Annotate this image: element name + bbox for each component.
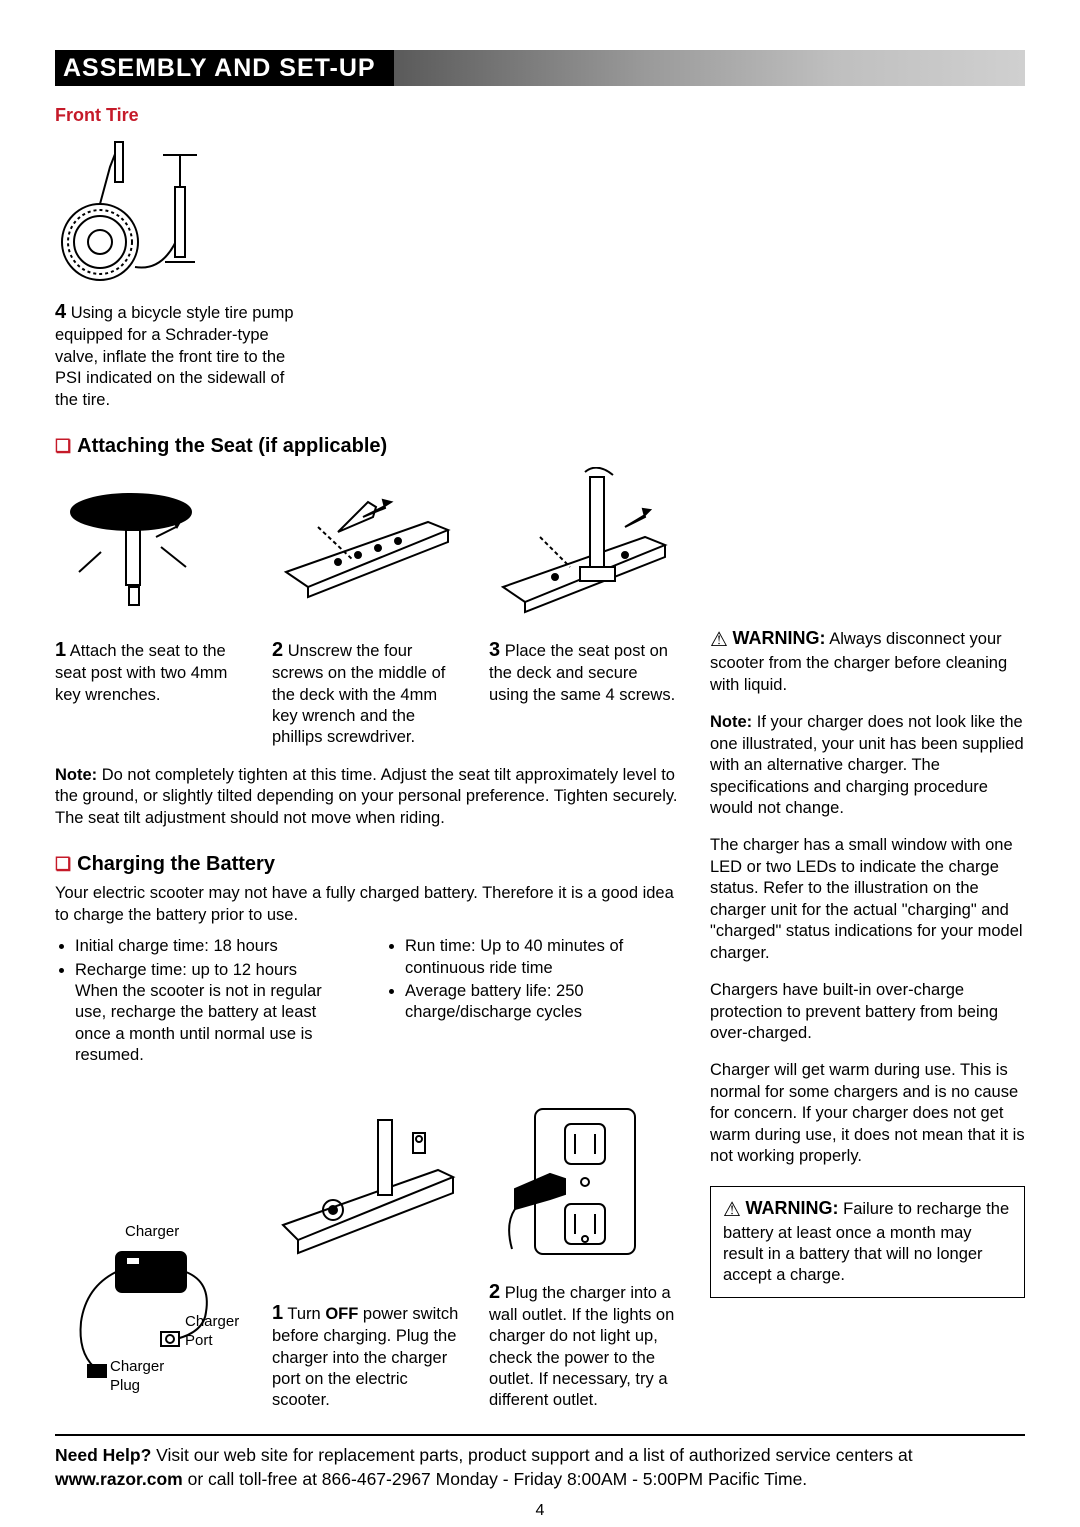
bullets-right: Run time: Up to 40 minutes of continuous…: [385, 936, 680, 1069]
seat-heading: ❏Attaching the Seat (if applicable): [55, 433, 680, 459]
footer-help: Need Help? Visit our web site for replac…: [55, 1444, 1025, 1491]
sidebar-note: Note: If your charger does not look like…: [710, 712, 1025, 819]
charging-steps-row: Charger Charger Port Charger Plug: [55, 1089, 680, 1412]
footer-rule: [55, 1434, 1025, 1436]
tire-pump-illustration: [55, 137, 215, 287]
seat-illustration-2: [272, 467, 463, 627]
bookmark-icon: ❏: [55, 854, 71, 874]
sidebar-p5: Charger will get warm during use. This i…: [710, 1060, 1025, 1167]
seat-illustration-3: [489, 467, 680, 627]
sidebar-column: ⚠ WARNING: Always disconnect your scoote…: [710, 137, 1025, 1412]
charging-heading: ❏Charging the Battery: [55, 851, 680, 877]
page-number: 4: [55, 1501, 1025, 1522]
bullets-left: Initial charge time: 18 hours Recharge t…: [55, 936, 345, 1069]
main-column: 4 Using a bicycle style tire pump equipp…: [55, 137, 680, 1412]
charging-illustration-2: [489, 1089, 680, 1269]
sidebar-p4: Chargers have built-in over-charge prote…: [710, 980, 1025, 1044]
front-tire-heading: Front Tire: [55, 104, 1025, 127]
warning-box: ⚠ WARNING: Failure to recharge the batte…: [710, 1186, 1025, 1298]
seat-note: Note: Do not completely tighten at this …: [55, 765, 680, 829]
header-gradient: [394, 50, 1025, 86]
warning-icon: ⚠: [710, 629, 728, 651]
step-4-text: 4 Using a bicycle style tire pump equipp…: [55, 299, 295, 411]
front-tire-step: 4 Using a bicycle style tire pump equipp…: [55, 137, 680, 411]
charger-diagram: Charger Charger Port Charger Plug: [55, 1222, 246, 1412]
bookmark-icon: ❏: [55, 436, 71, 456]
charging-bullets: Initial charge time: 18 hours Recharge t…: [55, 936, 680, 1069]
sidebar-p3: The charger has a small window with one …: [710, 835, 1025, 964]
seat-illustration-1: [55, 467, 246, 627]
section-header: ASSEMBLY AND SET-UP: [55, 50, 1025, 86]
charging-step-1: 1 Turn OFF power switch before charging.…: [272, 1110, 463, 1412]
seat-step-2: 2 Unscrew the four screws on the middle …: [272, 467, 463, 749]
charging-intro: Your electric scooter may not have a ful…: [55, 883, 680, 926]
seat-step-3: 3 Place the seat post on the deck and se…: [489, 467, 680, 749]
warning-1: ⚠ WARNING: Always disconnect your scoote…: [710, 627, 1025, 696]
warning-icon: ⚠: [723, 1199, 741, 1221]
section-title: ASSEMBLY AND SET-UP: [55, 50, 394, 86]
charging-illustration-1: [272, 1110, 463, 1290]
charging-step-2: 2 Plug the charger into a wall outlet. I…: [489, 1089, 680, 1412]
seat-steps-row: 1 Attach the seat to the seat post with …: [55, 467, 680, 749]
seat-step-1: 1 Attach the seat to the seat post with …: [55, 467, 246, 749]
